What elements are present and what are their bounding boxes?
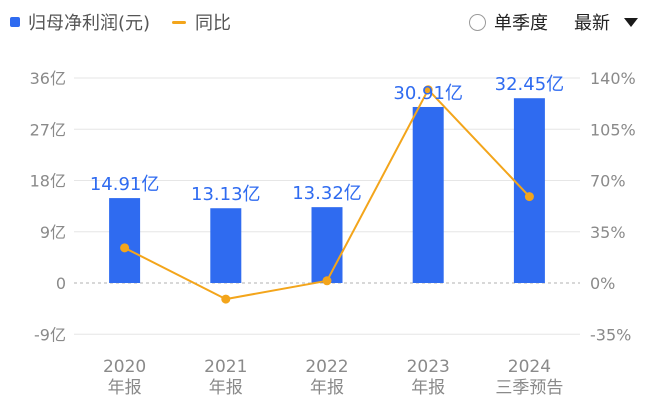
caret-down-icon bbox=[624, 17, 638, 27]
bar[interactable] bbox=[109, 198, 141, 283]
x-tick-label: 2021 年报 bbox=[204, 357, 247, 398]
legend-item-yoy[interactable]: 同比 bbox=[172, 9, 231, 35]
yoy-point[interactable] bbox=[423, 85, 433, 95]
yoy-point[interactable] bbox=[120, 243, 130, 253]
legend-line-swatch bbox=[172, 20, 187, 24]
bar[interactable] bbox=[311, 207, 343, 283]
x-axis: 2020 年报 2021 年报 2022 年报 2023 年报 2024 三季预告 bbox=[103, 357, 563, 398]
y-left-tick-label: 9亿 bbox=[40, 223, 66, 242]
y-right-tick-label: 105% bbox=[590, 120, 636, 139]
bar-value-label: 32.45亿 bbox=[495, 74, 565, 95]
bar[interactable] bbox=[513, 98, 545, 284]
yoy-point[interactable] bbox=[221, 294, 231, 304]
bar[interactable] bbox=[210, 208, 242, 283]
legend-net-profit-label: 归母净利润(元) bbox=[28, 13, 151, 34]
bar-value-label: 14.91亿 bbox=[90, 174, 160, 195]
x-tick-label: 2024 三季预告 bbox=[495, 357, 563, 398]
legend-yoy-label: 同比 bbox=[195, 13, 232, 34]
y-left-tick-label: 27亿 bbox=[30, 120, 66, 139]
yoy-point[interactable] bbox=[524, 192, 534, 202]
y-right-tick-label: -35% bbox=[590, 325, 631, 344]
single-quarter-label[interactable]: 单季度 bbox=[494, 13, 548, 34]
y-left-tick-label: 0 bbox=[56, 274, 66, 293]
bar[interactable] bbox=[412, 106, 444, 283]
bar-value-label: 13.13亿 bbox=[191, 184, 261, 205]
grid-lines bbox=[74, 77, 580, 335]
sort-dropdown-label: 最新 bbox=[574, 13, 610, 34]
y-right-tick-label: 70% bbox=[590, 172, 626, 191]
x-tick-label: 2020 年报 bbox=[103, 357, 146, 398]
bar-value-label: 13.32亿 bbox=[292, 183, 362, 204]
bars bbox=[109, 98, 545, 284]
y-right-axis: -35% 0% 35% 70% 105% 140% bbox=[590, 69, 636, 344]
legend: 归母净利润(元) 同比 bbox=[10, 8, 253, 36]
y-left-tick-label: 18亿 bbox=[30, 172, 66, 191]
y-left-tick-label: -9亿 bbox=[34, 325, 66, 344]
y-right-tick-label: 0% bbox=[590, 274, 615, 293]
x-tick-label: 2023 年报 bbox=[407, 357, 450, 398]
chart-controls: 单季度 最新 bbox=[469, 8, 638, 36]
x-tick-label: 2022 年报 bbox=[305, 357, 348, 398]
y-left-axis: -9亿 0 9亿 18亿 27亿 36亿 bbox=[30, 69, 66, 344]
sort-dropdown[interactable]: 最新 bbox=[574, 9, 638, 35]
bar-value-label: 30.91亿 bbox=[393, 83, 463, 104]
y-right-tick-label: 35% bbox=[590, 223, 626, 242]
y-right-tick-label: 140% bbox=[590, 69, 636, 88]
legend-item-net-profit[interactable]: 归母净利润(元) bbox=[10, 9, 150, 35]
bar-labels: 14.91亿 13.13亿 13.32亿 30.91亿 32.45亿 bbox=[90, 74, 564, 205]
legend-bar-swatch bbox=[10, 17, 20, 27]
single-quarter-radio[interactable] bbox=[469, 13, 486, 31]
yoy-point[interactable] bbox=[322, 276, 332, 286]
y-left-tick-label: 36亿 bbox=[30, 69, 66, 88]
yoy-line bbox=[120, 85, 534, 304]
